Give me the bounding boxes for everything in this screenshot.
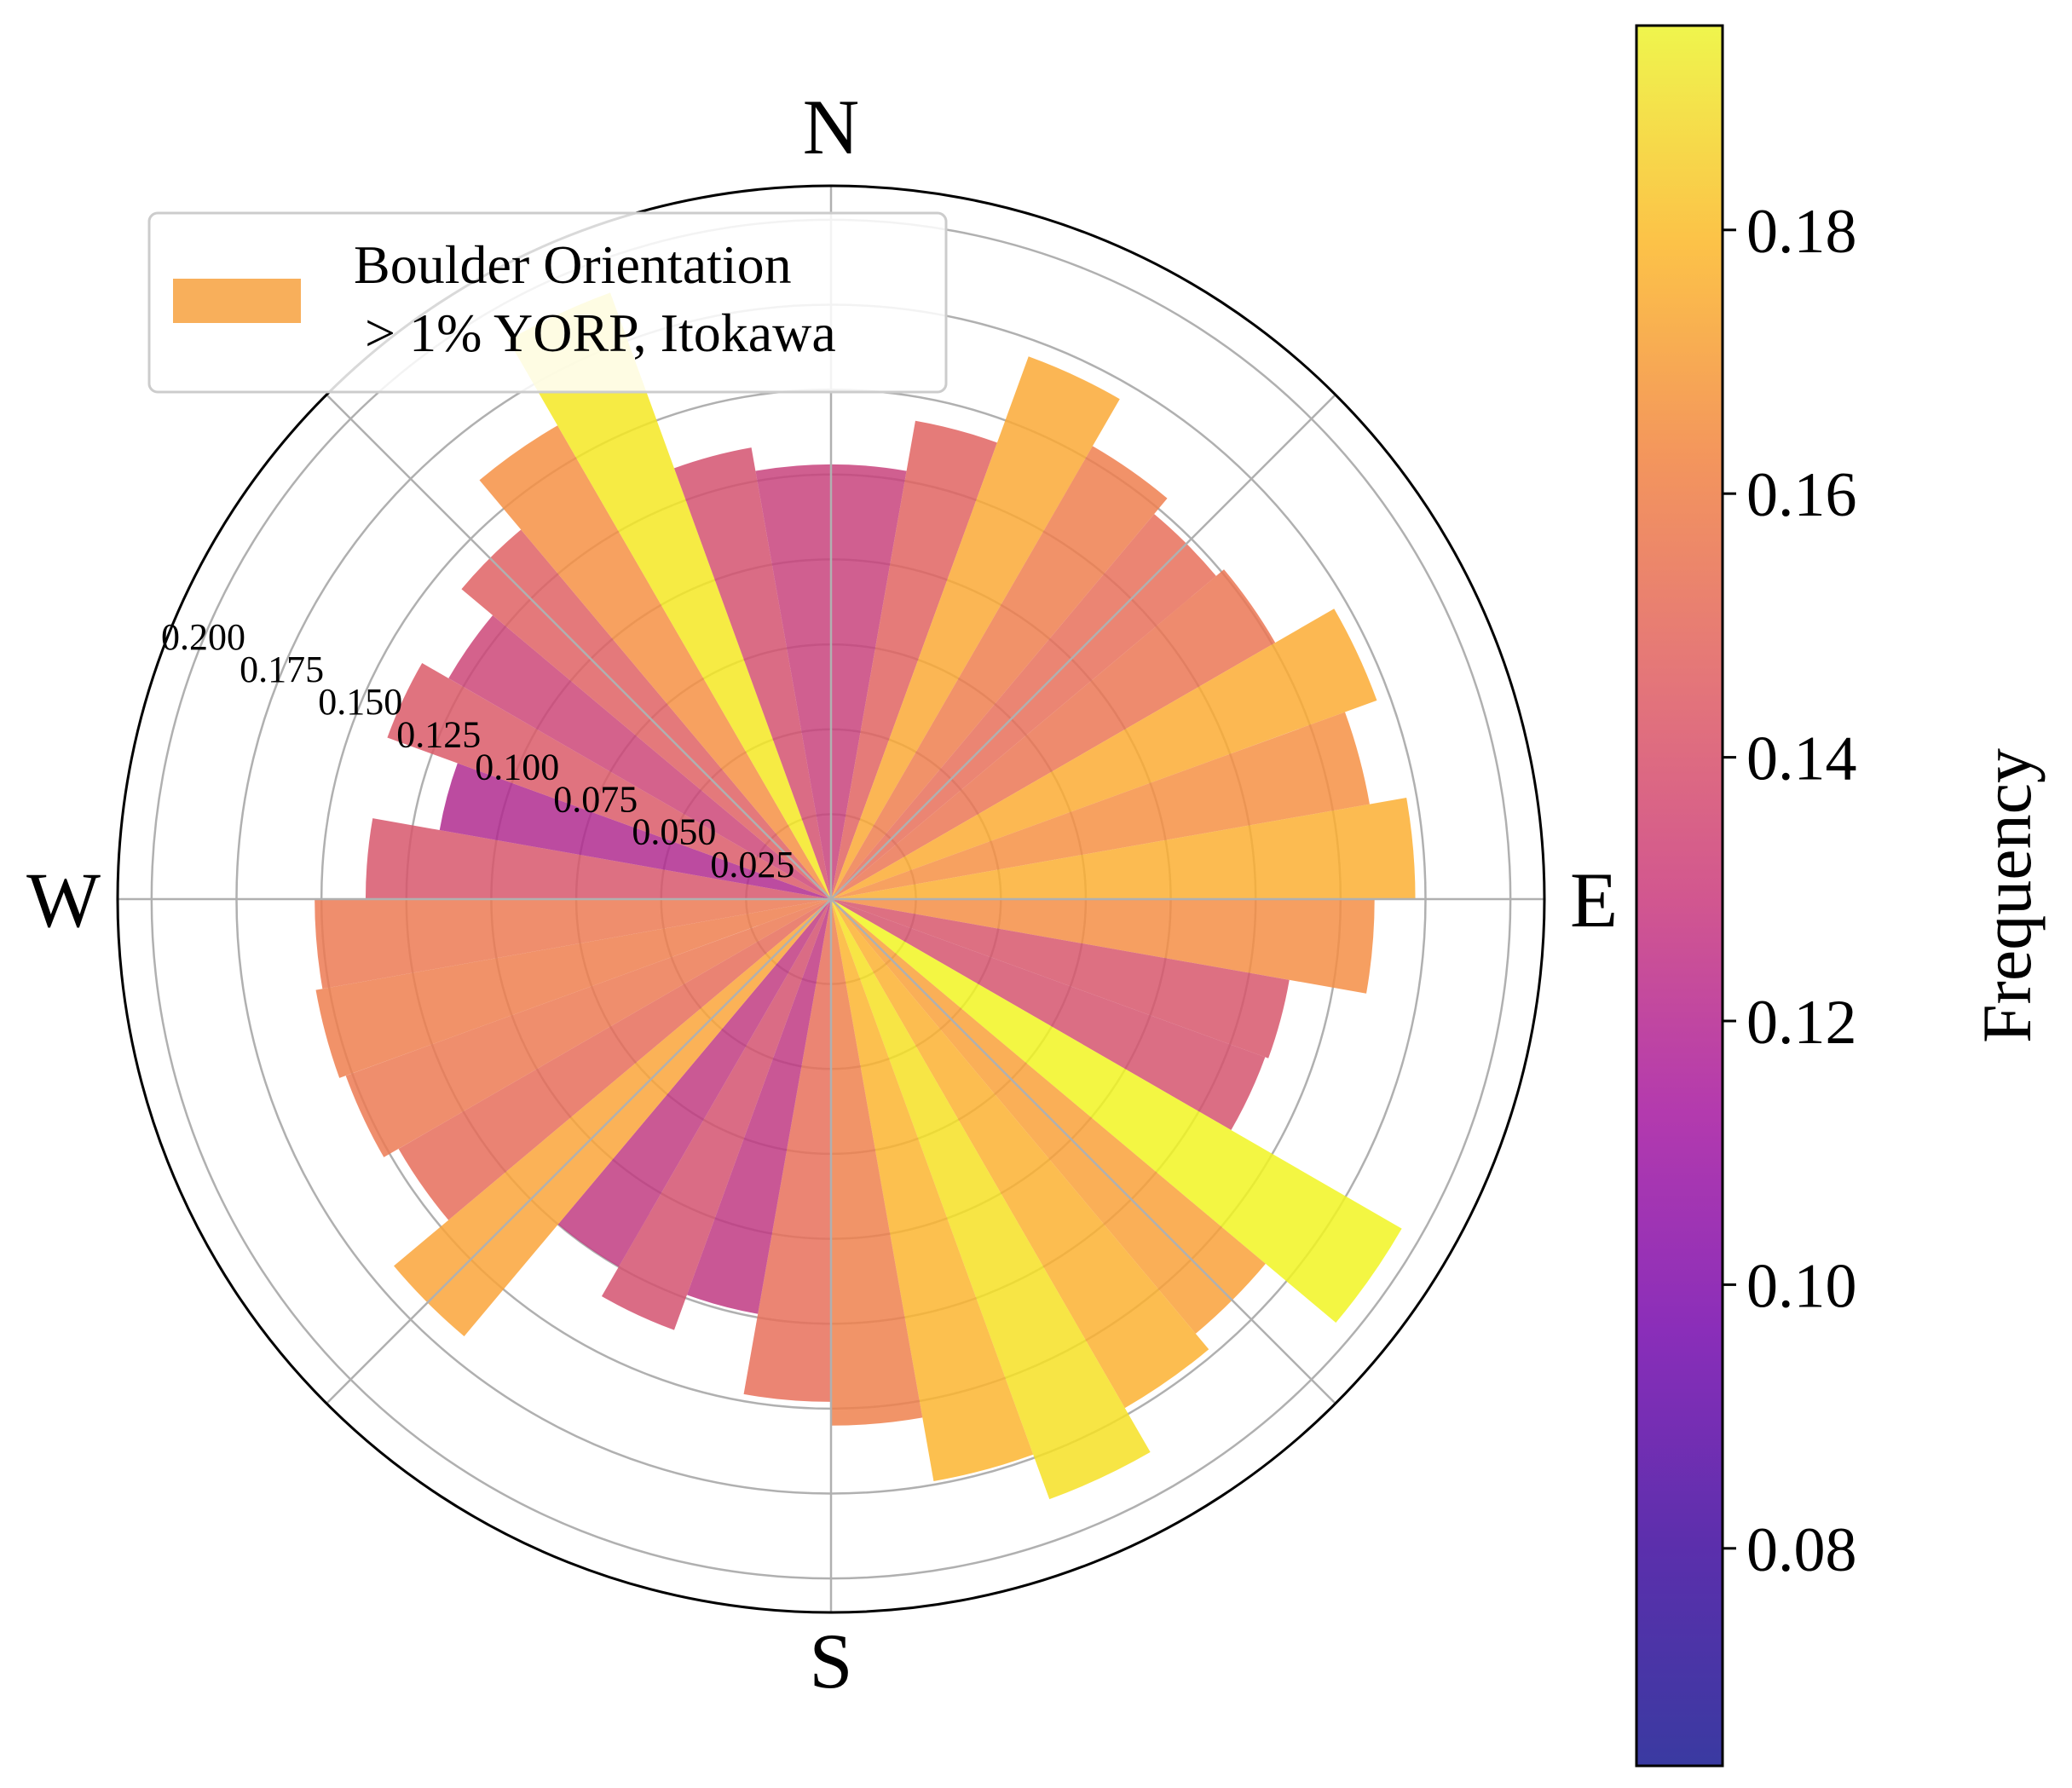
rose-bar bbox=[387, 662, 831, 899]
colorbar-tick-label: 0.18 bbox=[1746, 197, 1857, 267]
rose-bar bbox=[831, 899, 1375, 994]
legend-swatch bbox=[173, 279, 301, 323]
rose-bar bbox=[557, 899, 831, 1267]
radial-tick-label: 0.150 bbox=[318, 681, 402, 723]
angular-gridline bbox=[830, 394, 1336, 900]
polar-outer-frame bbox=[116, 184, 1546, 1614]
colorbar-gradient bbox=[1635, 24, 1724, 1768]
colorbar-tick-label: 0.10 bbox=[1746, 1251, 1857, 1321]
colorbar: 0.08 0.10 0.12 0.14 0.16 0.18 Frequency bbox=[1635, 24, 2046, 1768]
rose-bar bbox=[831, 356, 1120, 899]
radial-tick-label: 0.050 bbox=[632, 811, 716, 853]
radial-tick-label: 0.200 bbox=[161, 616, 245, 658]
rose-bar bbox=[345, 899, 832, 1157]
colorbar-tick-label: 0.14 bbox=[1746, 724, 1857, 794]
colorbar-tick-label: 0.16 bbox=[1746, 460, 1857, 530]
colorbar-tick-label: 0.12 bbox=[1746, 988, 1857, 1058]
radial-tick-label: 0.125 bbox=[396, 713, 481, 755]
rose-bar bbox=[831, 464, 907, 899]
rose-bar bbox=[831, 420, 997, 899]
rose-bar bbox=[315, 899, 831, 989]
compass-label-w: W bbox=[26, 857, 101, 943]
rose-bar bbox=[686, 899, 831, 1314]
radial-tick-label: 0.100 bbox=[475, 747, 559, 788]
legend: Boulder Orientation > 1% YORP, Itokawa bbox=[147, 211, 948, 394]
colorbar-ticks: 0.08 0.10 0.12 0.14 0.16 0.18 bbox=[1723, 197, 1857, 1585]
rose-bar bbox=[831, 797, 1416, 899]
rose-bar bbox=[831, 899, 1209, 1409]
rose-bar bbox=[508, 292, 831, 899]
rose-bar bbox=[755, 464, 831, 899]
rose-bar bbox=[831, 899, 1151, 1500]
rose-bar bbox=[365, 818, 832, 899]
rose-bar bbox=[831, 899, 1034, 1481]
angular-gridline bbox=[326, 898, 832, 1404]
rose-bar bbox=[831, 899, 1266, 1131]
rose-bar bbox=[831, 608, 1377, 899]
angular-gridline bbox=[830, 898, 1336, 1404]
rose-bar bbox=[743, 899, 831, 1402]
rose-bar bbox=[831, 899, 1402, 1324]
angular-gridline bbox=[326, 394, 832, 900]
radial-tick-label: 0.075 bbox=[553, 779, 638, 821]
rose-bar bbox=[831, 446, 1168, 899]
rose-bar bbox=[831, 899, 923, 1426]
rose-bar bbox=[601, 899, 831, 1330]
rose-bar bbox=[439, 763, 831, 899]
rose-bar bbox=[831, 712, 1370, 899]
rose-bar bbox=[831, 899, 1290, 1058]
legend-frame bbox=[147, 211, 948, 394]
compass-label-n: N bbox=[803, 84, 859, 170]
rose-bar bbox=[831, 569, 1276, 899]
radial-tick-label: 0.175 bbox=[240, 649, 324, 690]
rose-bar bbox=[315, 899, 831, 1078]
rose-bar bbox=[448, 614, 831, 899]
colorbar-label: Frequency bbox=[1968, 748, 2046, 1043]
radial-tick-label: 0.025 bbox=[710, 844, 794, 885]
rose-bar bbox=[398, 899, 831, 1220]
rose-bar bbox=[673, 447, 831, 899]
angular-gridlines bbox=[118, 186, 1544, 1612]
compass-label-e: E bbox=[1570, 857, 1618, 943]
colorbar-tick-label: 0.08 bbox=[1746, 1515, 1857, 1585]
legend-label-line2: > 1% YORP, Itokawa bbox=[365, 303, 836, 363]
legend-label-line1: Boulder Orientation bbox=[354, 234, 792, 295]
compass-label-s: S bbox=[809, 1618, 852, 1704]
rose-bars bbox=[315, 292, 1416, 1500]
rose-bar bbox=[479, 425, 831, 899]
